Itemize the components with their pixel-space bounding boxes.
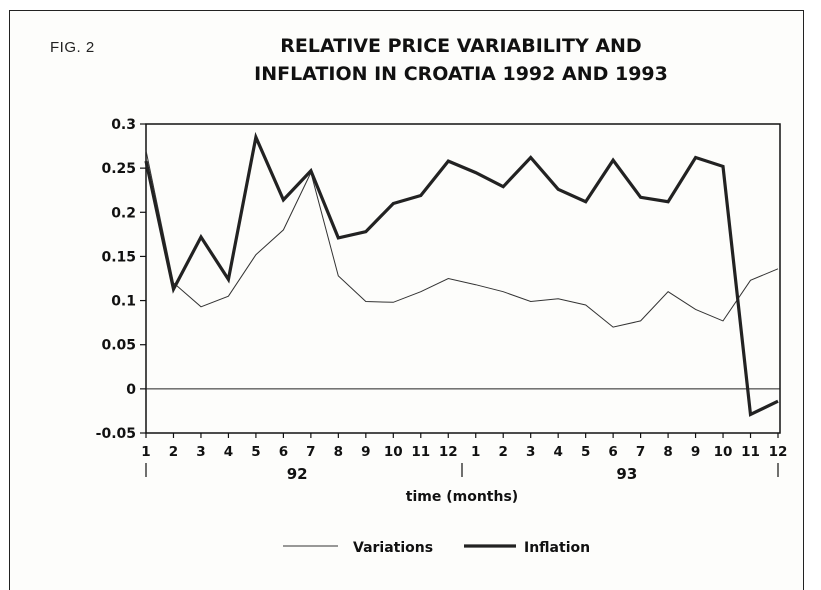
y-tick-label: 0.2 bbox=[111, 205, 136, 221]
chart-title-line-1: RELATIVE PRICE VARIABILITY AND bbox=[280, 35, 641, 57]
y-axis: 0.3 0.25 0.2 0.15 0.1 0.05 0 -0.05 bbox=[96, 117, 146, 442]
x-tick-label: 3 bbox=[196, 444, 205, 460]
x-tick-label: 7 bbox=[306, 444, 315, 460]
x-tick-label: 1 bbox=[141, 444, 150, 460]
x-tick-label: 11 bbox=[411, 444, 430, 460]
x-tick-label: 11 bbox=[741, 444, 760, 460]
figure-label: FIG. 2 bbox=[50, 39, 95, 56]
series-line-inflation bbox=[144, 131, 779, 417]
x-axis: 1 2 3 4 5 6 7 8 9 10 11 12 1 2 3 4 5 6 7 8 9 10 11 12 bbox=[141, 433, 787, 460]
year-label: 93 bbox=[616, 465, 637, 483]
x-axis-label: time (months) bbox=[406, 489, 518, 505]
x-tick-label: 10 bbox=[384, 444, 403, 460]
y-tick-label: -0.05 bbox=[96, 426, 136, 442]
x-tick-label: 4 bbox=[553, 444, 562, 460]
x-tick-label: 2 bbox=[169, 444, 178, 460]
x-tick-label: 4 bbox=[224, 444, 233, 460]
x-tick-label: 6 bbox=[279, 444, 288, 460]
x-tick-label: 6 bbox=[608, 444, 617, 460]
y-tick-label: 0.05 bbox=[101, 338, 136, 354]
year-label: 92 bbox=[287, 465, 308, 483]
x-tick-label: 9 bbox=[691, 444, 700, 460]
x-tick-label: 8 bbox=[663, 444, 672, 460]
y-tick-label: 0.25 bbox=[101, 161, 136, 177]
legend: Variations Inflation bbox=[283, 540, 590, 556]
x-tick-label: 12 bbox=[769, 444, 788, 460]
x-tick-label: 7 bbox=[636, 444, 645, 460]
x-tick-label: 12 bbox=[439, 444, 458, 460]
y-tick-label: 0.1 bbox=[111, 294, 136, 310]
series-line-variations bbox=[145, 150, 779, 328]
x-tick-label: 5 bbox=[581, 444, 590, 460]
x-tick-label: 2 bbox=[499, 444, 508, 460]
series-layer bbox=[144, 131, 779, 417]
legend-label-variations: Variations bbox=[353, 540, 433, 556]
y-tick-label: 0 bbox=[126, 382, 136, 398]
x-tick-label: 1 bbox=[471, 444, 480, 460]
x-tick-label: 9 bbox=[361, 444, 370, 460]
legend-label-inflation: Inflation bbox=[524, 540, 590, 556]
x-tick-label: 3 bbox=[526, 444, 535, 460]
plot-area bbox=[145, 123, 781, 434]
x-tick-label: 8 bbox=[334, 444, 343, 460]
chart: FIG. 2 RELATIVE PRICE VARIABILITY AND IN… bbox=[50, 35, 787, 556]
year-groups: 92 93 bbox=[145, 463, 779, 483]
x-tick-label: 10 bbox=[714, 444, 733, 460]
y-tick-label: 0.3 bbox=[111, 117, 136, 133]
chart-title-line-2: INFLATION IN CROATIA 1992 AND 1993 bbox=[254, 63, 668, 85]
y-tick-label: 0.15 bbox=[101, 249, 136, 265]
x-tick-label: 5 bbox=[251, 444, 260, 460]
